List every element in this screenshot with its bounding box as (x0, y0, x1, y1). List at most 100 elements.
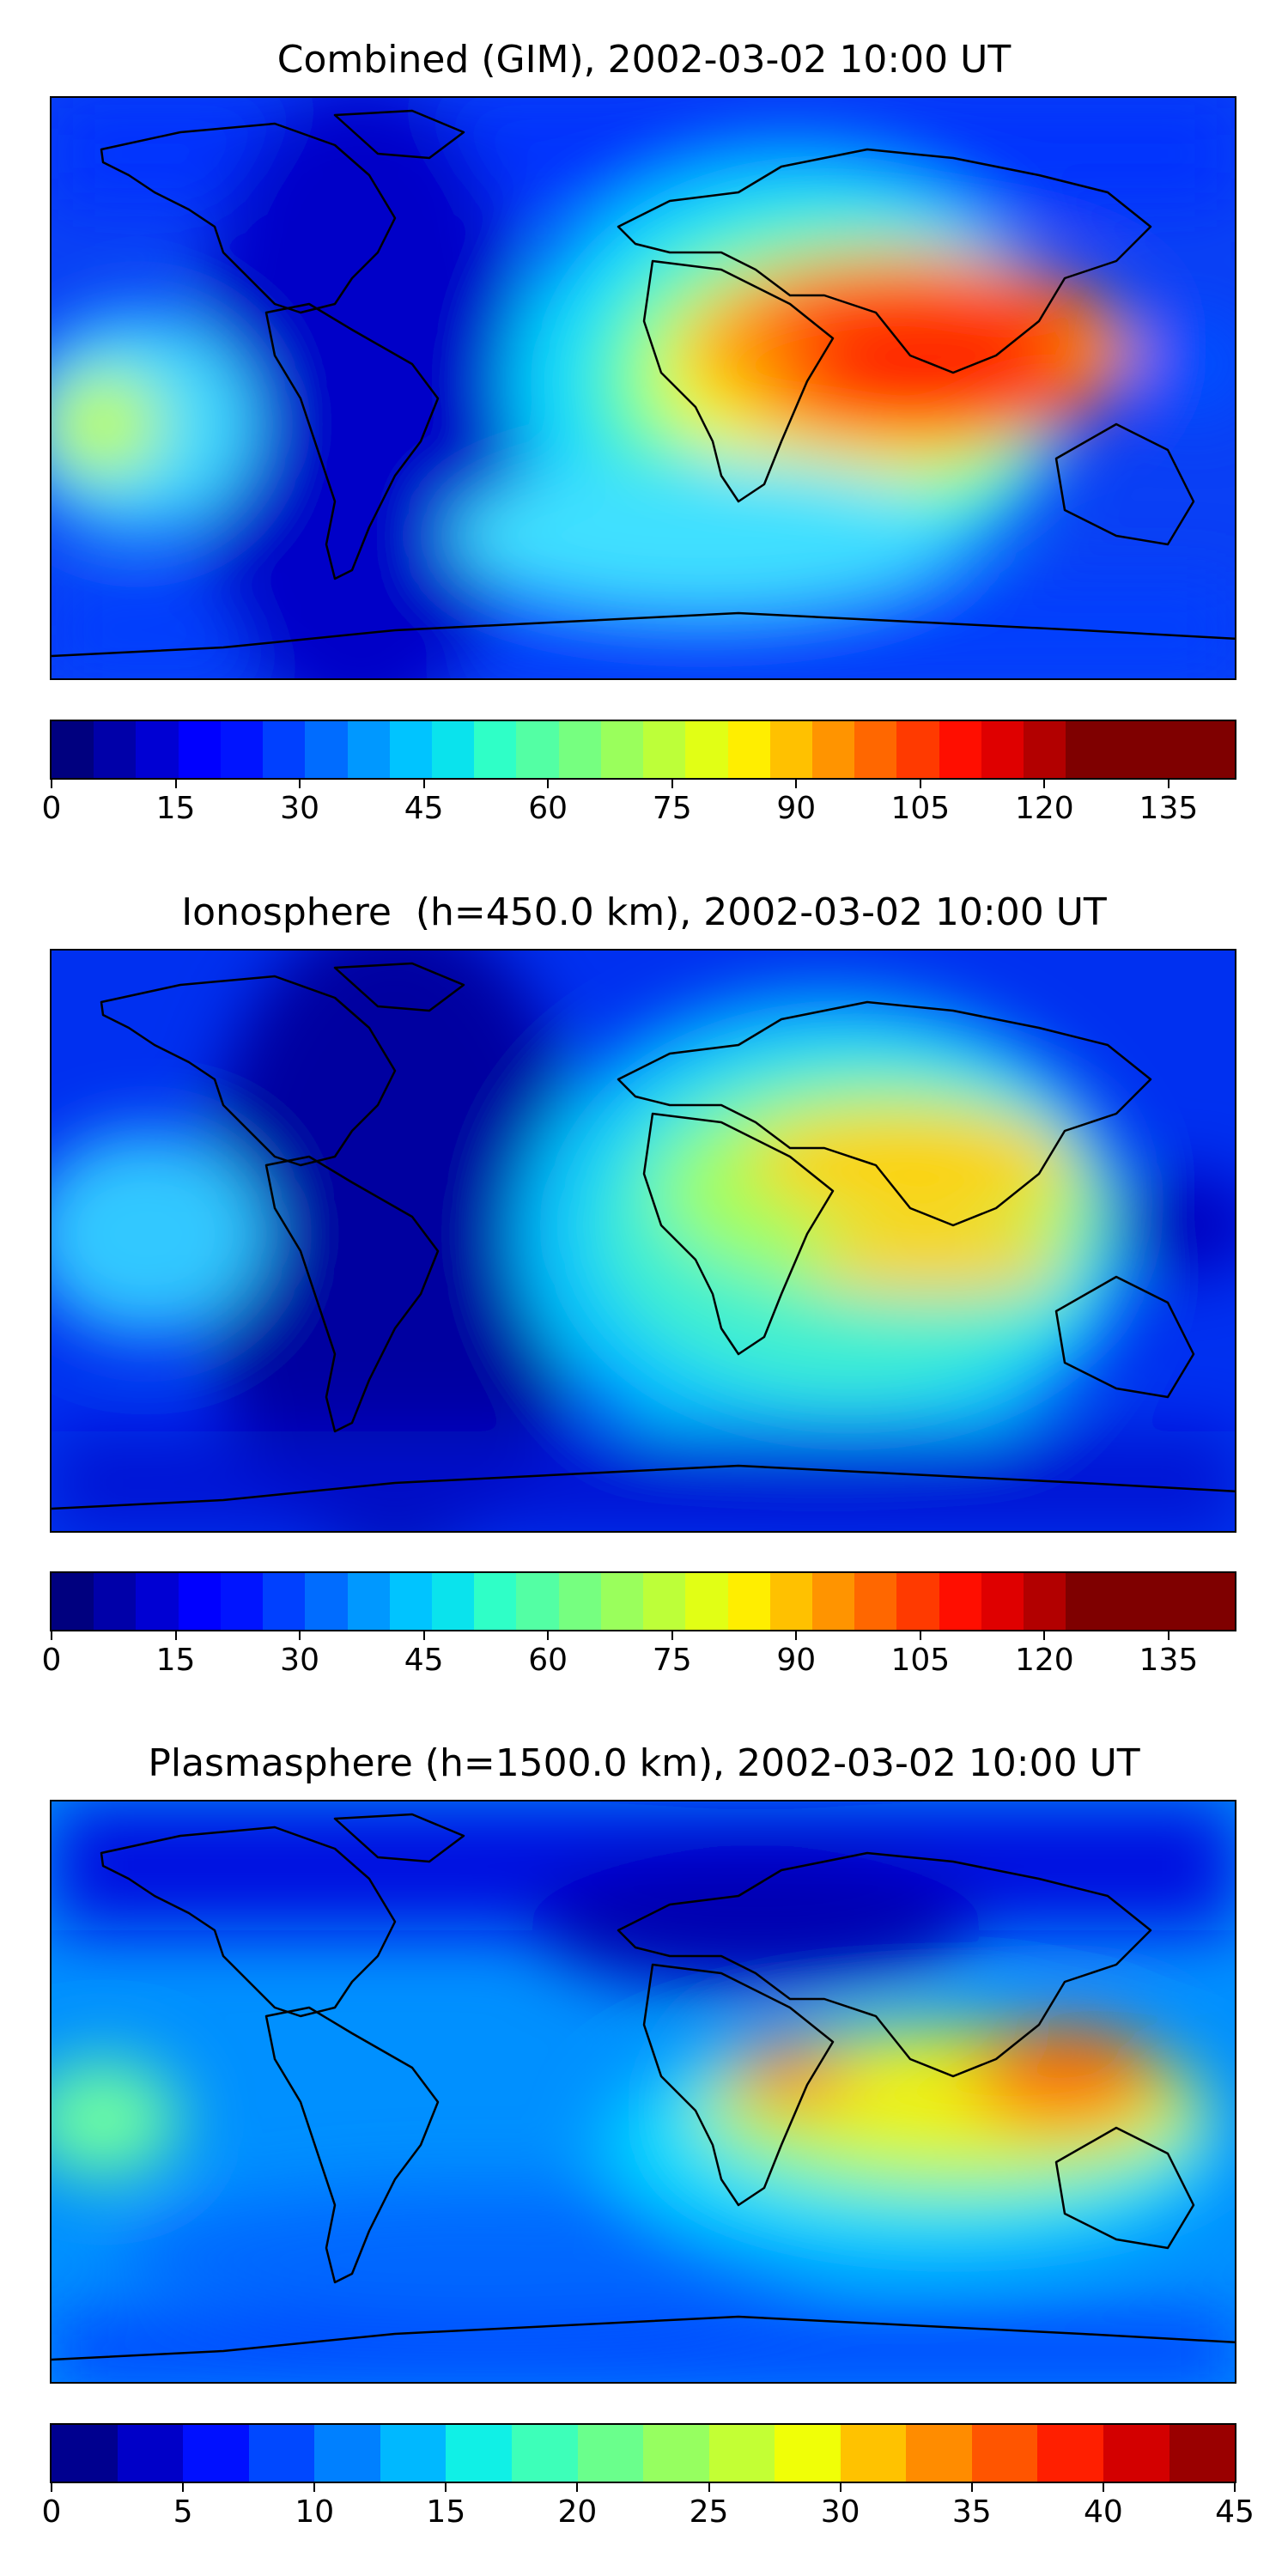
colorbar-tick (671, 780, 673, 788)
colorbar-segment (52, 1573, 94, 1630)
colorbar-tick (182, 2483, 185, 2492)
colorbar-tick-label: 40 (1083, 2494, 1123, 2530)
colorbar-segment (1150, 1573, 1193, 1630)
colorbar-tick (299, 780, 301, 788)
colorbar-segment (685, 721, 728, 778)
colorbar-segment (220, 1573, 264, 1630)
colorbar-tick (445, 2483, 447, 2492)
colorbar-tick (51, 1631, 52, 1640)
tec-field-ionosphere (52, 951, 1235, 1531)
colorbar-tick-label: 30 (280, 1643, 319, 1678)
panel-title-ionosphere: Ionosphere (h=450.0 km), 2002-03-02 10:0… (181, 890, 1107, 934)
colorbar-tick (839, 2483, 841, 2492)
colorbar-segment (600, 1573, 644, 1630)
colorbar-segment (431, 1573, 475, 1630)
colorbar-segment (939, 721, 981, 778)
colorbar-tick-label: 15 (155, 791, 196, 826)
colorbar-tick (313, 2483, 316, 2492)
colorbar-tick (1167, 1631, 1170, 1640)
colorbar-tick (919, 780, 921, 788)
colorbar-tick-label: 25 (689, 2494, 729, 2530)
colorbar-tick-label: 15 (155, 1643, 196, 1678)
colorbar-tick (576, 2483, 579, 2492)
colorbar-segment (52, 2425, 118, 2482)
colorbar-segment (178, 1573, 221, 1630)
colorbar-tick (1102, 2483, 1104, 2492)
colorbar-tick-label: 135 (1139, 791, 1199, 826)
colorbar-segment (600, 721, 644, 778)
colorbar-segment (577, 2425, 644, 2482)
colorbar-tick (547, 780, 550, 788)
colorbar-segment (1192, 721, 1236, 778)
colorbar-tick (422, 1631, 425, 1640)
colorbar-segment (1169, 2425, 1236, 2482)
colorbar-segment (380, 2425, 447, 2482)
coastlines (52, 109, 1235, 658)
colorbar-segment (474, 1573, 517, 1630)
colorbar-segment (389, 721, 432, 778)
coastlines (52, 1813, 1235, 2361)
colorbar-tick (51, 2483, 52, 2492)
panel-title-plasmasphere: Plasmasphere (h=1500.0 km), 2002-03-02 1… (148, 1741, 1140, 1785)
colorbar-tick (970, 2483, 973, 2492)
colorbar-segment (446, 2425, 512, 2482)
colorbar-tick-label: 45 (404, 1643, 444, 1678)
colorbar-tick-label: 15 (426, 2494, 466, 2530)
colorbar-tick-label: 135 (1139, 1643, 1199, 1678)
colorbar-tick-label: 0 (41, 1643, 62, 1678)
colorbar-segment (727, 1573, 770, 1630)
colorbar-segment (558, 721, 601, 778)
colorbar-segment (52, 721, 94, 778)
colorbar-segment (558, 1573, 601, 1630)
colorbar-tick (708, 2483, 710, 2492)
colorbar-tick-label: 30 (280, 791, 319, 826)
colorbar-segment (811, 1573, 855, 1630)
colorbar-segment (347, 1573, 390, 1630)
colorbar-tick (174, 1631, 177, 1640)
colorbar-segment (981, 1573, 1024, 1630)
panel-title-combined: Combined (GIM), 2002-03-02 10:00 UT (276, 38, 1012, 82)
colorbar-plasmasphere (50, 2423, 1236, 2483)
map-plasmasphere (50, 1800, 1236, 2384)
colorbar-segment (347, 721, 390, 778)
colorbar-segment (178, 721, 221, 778)
colorbar-tick (1167, 780, 1170, 788)
colorbar-segment (643, 721, 686, 778)
colorbar-segment (896, 721, 939, 778)
colorbar-segment (1024, 1573, 1066, 1630)
colorbar-segment (1103, 2425, 1170, 2482)
colorbar-segment (136, 721, 179, 778)
colorbar-segment (248, 2425, 315, 2482)
colorbar-segment (516, 721, 559, 778)
colorbar-tick (671, 1631, 673, 1640)
colorbar-tick-label: 5 (173, 2494, 193, 2530)
colorbar-segment (136, 1573, 179, 1630)
colorbar-tick (1043, 780, 1046, 788)
colorbar-segment (727, 721, 770, 778)
colorbar-ionosphere (50, 1571, 1236, 1631)
colorbar-segment (474, 721, 517, 778)
colorbar-segment (314, 2425, 380, 2482)
colorbar-tick (422, 780, 425, 788)
colorbar-segment (811, 721, 855, 778)
coastlines (52, 962, 1235, 1510)
colorbar-segment (1192, 1573, 1236, 1630)
colorbar-segment (516, 1573, 559, 1630)
colorbar-segment (840, 2425, 907, 2482)
colorbar-segment (305, 721, 348, 778)
colorbar-segment (906, 2425, 972, 2482)
colorbar-segment (981, 721, 1024, 778)
colorbar-segment (971, 2425, 1038, 2482)
colorbar-segment (643, 1573, 686, 1630)
colorbar-tick-label: 20 (557, 2494, 598, 2530)
colorbar-tick (299, 1631, 301, 1640)
colorbar-tick (51, 780, 52, 788)
colorbar-segment (263, 1573, 306, 1630)
colorbar-tick-label: 0 (41, 2494, 62, 2530)
colorbar-segment (1150, 721, 1193, 778)
tec-field-plasmasphere (52, 1801, 1235, 2382)
map-ionosphere (50, 949, 1236, 1533)
colorbar-tick (795, 1631, 798, 1640)
tec-field-combined (52, 98, 1235, 678)
colorbar-segment (643, 2425, 709, 2482)
